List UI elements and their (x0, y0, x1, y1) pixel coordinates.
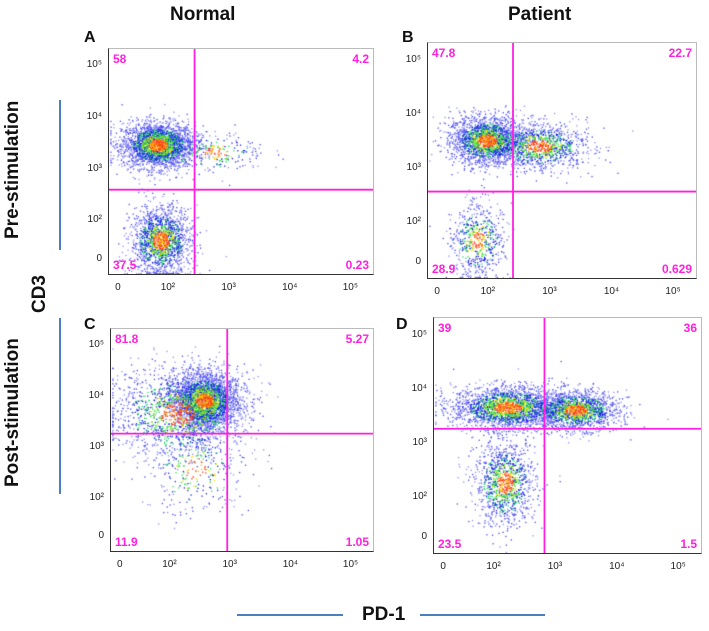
x-tick-label: 10³ (221, 282, 236, 293)
y-tick-label: 10³ (89, 440, 104, 452)
quadrant-percent-ur: 5.27 (345, 332, 369, 346)
y-tick-label: 10² (406, 215, 421, 227)
panel-letter-d: D (396, 316, 408, 333)
gate-lines-b (428, 43, 696, 278)
panel-letter-a: A (84, 29, 96, 46)
y-tick-label: 10⁴ (411, 382, 427, 394)
scatter-points-c (111, 329, 373, 551)
y-tick-label: 10³ (412, 436, 427, 448)
quadrant-percent-ul: 39 (438, 321, 452, 335)
x-tick-label: 10² (160, 282, 176, 293)
x-tick-label: 10² (486, 561, 501, 572)
y-tick-label: 10⁵ (86, 59, 102, 71)
x-tick-label: 10³ (547, 561, 563, 572)
quadrant-percent-ll: 23.5 (438, 537, 462, 551)
y-axis-line-top (59, 100, 61, 250)
quadrant-percent-ul: 81.8 (115, 332, 139, 346)
x-tick-label: 10² (162, 559, 177, 570)
y-axis-line-bottom (59, 318, 61, 494)
x-tick-label: 0 (115, 282, 121, 293)
x-tick-label: 10⁴ (282, 282, 298, 293)
row-label-pre-stimulation: Pre-stimulation (2, 100, 23, 239)
quadrant-percent-ll: 11.9 (115, 535, 138, 549)
x-tick-label: 10⁵ (342, 559, 359, 570)
x-tick-label: 10⁴ (282, 559, 299, 570)
quadrant-percent-lr: 0.629 (661, 262, 692, 276)
column-title-normal: Normal (170, 4, 236, 25)
quadrant-percent-ur: 22.7 (668, 46, 692, 60)
quadrant-percent-lr: 1.05 (345, 535, 369, 549)
x-tick-label: 10⁵ (342, 282, 359, 293)
y-tick-label: 0 (421, 531, 427, 543)
quadrant-percent-ur: 4.2 (352, 52, 369, 66)
quadrant-percent-ul: 58 (113, 52, 127, 66)
x-tick-label: 10⁴ (609, 561, 625, 572)
plot-panel-b: 47.8 22.7 28.9 0.629 (427, 42, 697, 279)
x-tick-label: 10² (480, 286, 496, 297)
y-tick-label: 10³ (87, 162, 102, 174)
scatter-points-b (428, 43, 696, 278)
y-tick-label: 10⁵ (88, 338, 104, 350)
x-tick-label: 10⁴ (603, 286, 620, 297)
x-axis-line-left (237, 614, 343, 616)
y-tick-label: 10⁴ (405, 107, 421, 119)
y-tick-label: 10⁵ (411, 328, 427, 340)
gate-lines-c (111, 329, 373, 551)
quadrant-percent-lr: 1.5 (680, 537, 697, 551)
y-tick-label: 10² (89, 491, 104, 503)
gate-lines-d (434, 318, 701, 553)
y-tick-label: 10² (87, 214, 102, 226)
x-tick-label: 10³ (542, 286, 557, 297)
scatter-points-d (434, 318, 701, 553)
quadrant-percent-lr: 0.23 (345, 258, 369, 272)
panel-letter-b: B (402, 29, 414, 46)
y-tick-label: 0 (98, 530, 104, 542)
quadrant-percent-ur: 36 (683, 321, 697, 335)
y-tick-label: 0 (96, 253, 102, 265)
plot-panel-c: 81.8 5.27 11.9 1.05 (110, 328, 374, 552)
plot-panel-d: 39 36 23.5 1.5 (433, 317, 702, 554)
x-tick-label: 10⁵ (665, 286, 681, 297)
x-tick-label: 10³ (222, 559, 237, 570)
plot-panel-a: 58 4.2 37.5 0.23 (108, 48, 374, 275)
y-tick-label: 10⁴ (86, 110, 102, 122)
y-tick-label: 0 (415, 256, 421, 268)
row-label-post-stimulation: Post-stimulation (2, 338, 23, 487)
y-tick-label: 10⁴ (88, 389, 104, 401)
panel-letter-c: C (84, 316, 96, 333)
x-axis-line-right (420, 614, 545, 616)
y-tick-label: 10⁵ (405, 53, 421, 65)
quadrant-percent-ll: 37.5 (113, 258, 137, 272)
quadrant-percent-ul: 47.8 (432, 46, 456, 60)
y-axis-label: CD3 (29, 275, 50, 314)
y-tick-label: 10² (412, 490, 427, 502)
column-title-patient: Patient (508, 4, 572, 25)
quadrant-percent-ll: 28.9 (432, 262, 456, 276)
y-tick-label: 10³ (406, 161, 421, 173)
x-tick-label: 0 (440, 561, 446, 572)
x-axis-label: PD-1 (362, 604, 406, 625)
x-tick-label: 0 (117, 559, 123, 570)
scatter-points-a (109, 49, 373, 274)
x-tick-label: 10⁵ (670, 561, 686, 572)
gate-lines-a (109, 49, 373, 274)
x-tick-label: 0 (434, 286, 440, 297)
